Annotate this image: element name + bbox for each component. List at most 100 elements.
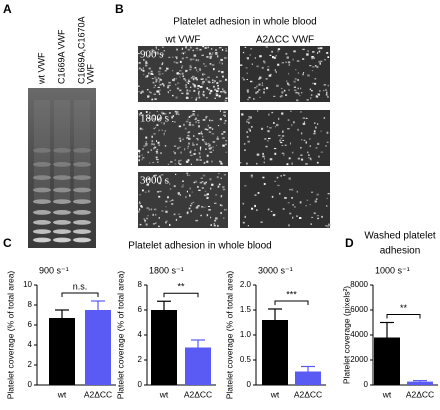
speckle: [324, 59, 326, 61]
speckle: [282, 208, 285, 210]
y-tick-label: 8000: [350, 280, 368, 289]
speckle: [261, 66, 264, 69]
speckle: [187, 118, 189, 121]
speckle: [320, 130, 322, 132]
speckle: [297, 157, 301, 160]
speckle: [155, 150, 158, 152]
speckle: [185, 56, 188, 59]
speckle: [197, 71, 199, 73]
speckle: [189, 121, 191, 124]
gel-smear: [54, 100, 70, 200]
speckle: [254, 57, 256, 59]
speckle: [206, 197, 208, 199]
speckle: [319, 90, 321, 92]
significance-label: **: [400, 303, 408, 313]
speckle: [270, 73, 272, 75]
speckle: [178, 146, 181, 148]
speckle: [190, 77, 193, 79]
speckle: [287, 82, 289, 85]
speckle: [299, 217, 302, 219]
speckle: [221, 133, 224, 135]
speckle: [191, 114, 194, 116]
speckle: [185, 160, 189, 163]
speckle: [277, 63, 280, 66]
row-label: 3000 s: [140, 175, 169, 187]
speckle: [153, 86, 156, 89]
speckle: [209, 52, 211, 55]
speckle: [326, 197, 328, 200]
speckle: [293, 89, 297, 92]
speckle: [165, 221, 167, 224]
speckle: [173, 145, 177, 147]
speckle: [168, 112, 171, 114]
gel-band: [53, 237, 71, 243]
speckle: [182, 75, 185, 78]
speckle: [145, 223, 148, 226]
speckle: [224, 99, 227, 102]
speckle: [249, 54, 251, 56]
speckle: [192, 144, 195, 146]
speckle: [204, 142, 207, 144]
speckle: [296, 99, 299, 102]
speckle: [305, 205, 307, 207]
significance-label: ***: [286, 289, 297, 299]
speckle: [291, 162, 293, 165]
speckle: [317, 142, 320, 145]
speckle: [179, 194, 181, 196]
speckle: [201, 187, 204, 189]
speckle: [179, 216, 182, 218]
speckle: [202, 78, 204, 80]
speckle: [196, 97, 198, 99]
speckle: [162, 62, 164, 64]
speckle: [214, 97, 216, 99]
speckle: [256, 209, 258, 211]
speckle: [216, 82, 219, 85]
speckle: [246, 135, 249, 138]
speckle: [199, 159, 202, 161]
speckle: [223, 122, 226, 125]
speckle: [251, 63, 253, 65]
gel-band: [33, 148, 51, 153]
speckle: [300, 111, 302, 113]
speckle: [161, 73, 164, 75]
speckle: [327, 225, 330, 228]
gel-smear: [34, 100, 50, 200]
speckle: [179, 159, 182, 162]
speckle: [175, 173, 177, 175]
speckle: [159, 175, 161, 178]
speckle: [203, 63, 205, 65]
speckle: [150, 208, 153, 211]
gel-band: [53, 199, 71, 205]
speckle: [145, 114, 148, 117]
speckle: [190, 204, 192, 207]
speckle: [267, 208, 270, 211]
speckle: [250, 174, 253, 177]
speckle: [144, 219, 147, 221]
speckle: [190, 210, 192, 213]
speckle: [326, 91, 328, 94]
speckle: [242, 202, 245, 205]
gel-band: [73, 220, 91, 225]
speckle: [246, 120, 248, 123]
speckle: [326, 141, 329, 143]
speckle: [181, 57, 184, 60]
speckle: [202, 73, 206, 75]
speckle: [157, 86, 160, 88]
speckle: [260, 221, 263, 223]
speckle: [192, 75, 195, 78]
speckle: [309, 157, 312, 160]
speckle: [253, 98, 255, 100]
speckle: [295, 69, 297, 71]
speckle: [305, 117, 308, 119]
speckle: [293, 121, 295, 124]
speckle: [152, 162, 155, 164]
speckle: [265, 78, 268, 80]
speckle: [216, 52, 218, 55]
speckle: [242, 221, 245, 224]
speckle: [225, 50, 228, 52]
speckle: [199, 181, 203, 184]
speckle: [202, 135, 204, 138]
speckle: [150, 50, 152, 52]
speckle: [198, 94, 200, 97]
